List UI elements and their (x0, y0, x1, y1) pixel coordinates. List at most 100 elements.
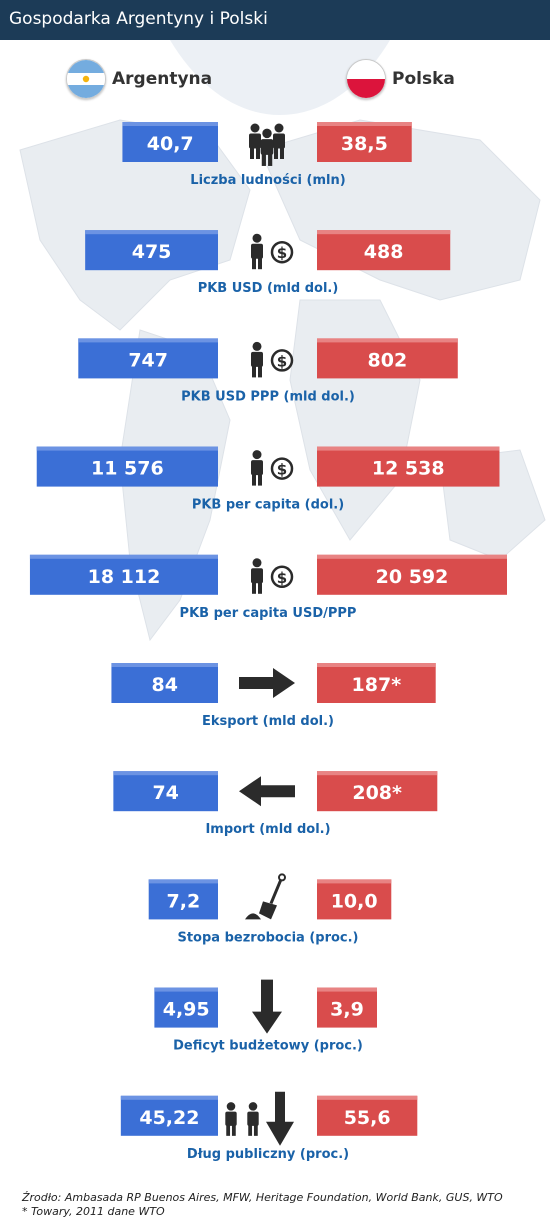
bar-argentina: 40,7 (122, 122, 218, 162)
bar-argentina-rect (148, 879, 218, 920)
chart-row: 40,7 38,5 Liczba ludności (mln) (122, 122, 412, 188)
bar-argentina-rect (29, 554, 219, 595)
bar-poland-highlight (317, 230, 451, 235)
metric-label: PKB USD PPP (mld dol.) (181, 389, 355, 404)
bar-label-argentina: 7,2 (167, 890, 201, 912)
bar-poland-rect (317, 879, 392, 920)
svg-text:$: $ (277, 244, 287, 262)
bar-label-poland: 488 (364, 241, 404, 263)
bar-argentina: 7,2 (148, 879, 218, 920)
chart-row: 4,95 3,9 Deficyt budżetowy (proc.) (154, 979, 377, 1054)
bar-poland-rect (317, 987, 377, 1028)
bar-argentina-highlight (154, 987, 218, 992)
metric-label: PKB USD (mld dol.) (198, 281, 339, 296)
bar-poland-rect (317, 663, 436, 703)
bar-poland: 55,6 (317, 1095, 418, 1136)
bar-argentina: 18 112 (29, 554, 219, 595)
bar-argentina-highlight (85, 230, 218, 235)
metric-label: Dług publiczny (proc.) (187, 1147, 349, 1162)
source-note: Źrodło: Ambasada RP Buenos Aires, MFW, H… (22, 1191, 503, 1204)
bar-argentina-highlight (122, 122, 218, 126)
bar-poland-rect (317, 122, 412, 162)
bar-poland-highlight (317, 338, 458, 343)
bar-label-argentina: 11 576 (91, 458, 164, 480)
bar-argentina-highlight (120, 1095, 218, 1100)
bar-label-poland: 12 538 (372, 458, 445, 480)
svg-text:$: $ (277, 569, 287, 587)
bar-label-poland: 20 592 (376, 566, 449, 588)
chart-row: 7,2 10,0 Stopa bezrobocia (proc.) (148, 873, 392, 945)
bar-poland: 187* (317, 663, 436, 703)
chart-row: 18 112 20 592 $ PKB per capita USD/PPP (29, 554, 507, 621)
arrow-down-icon (252, 979, 282, 1034)
bar-label-argentina: 18 112 (88, 566, 161, 588)
bar-label-poland: 10,0 (331, 890, 378, 912)
country-name-argentina: Argentyna (112, 69, 213, 89)
poland-flag-icon (346, 59, 386, 99)
bar-label-argentina: 45,22 (139, 1107, 199, 1129)
metric-label: Liczba ludności (mln) (190, 173, 345, 188)
bar-poland-rect (317, 230, 451, 271)
bar-poland: 10,0 (317, 879, 392, 920)
bar-poland-highlight (317, 879, 392, 884)
chart-row: 74 208* Import (mld dol.) (113, 771, 438, 837)
metric-label: PKB per capita USD/PPP (180, 606, 357, 621)
bar-poland-highlight (317, 122, 412, 126)
bar-poland-rect (317, 446, 500, 487)
bar-poland-highlight (317, 446, 500, 451)
bar-argentina: 45,22 (120, 1095, 218, 1136)
bar-argentina-highlight (29, 554, 219, 559)
bar-label-poland: 38,5 (341, 133, 388, 155)
bar-argentina-rect (78, 338, 218, 379)
bar-poland-rect (317, 338, 458, 379)
argentina-flag-icon (66, 59, 106, 99)
arrow-right-icon (239, 668, 295, 698)
chart-row: 45,22 55,6 Dług publiczny (proc.) (120, 1091, 418, 1162)
bar-argentina-rect (154, 987, 218, 1028)
people-group-icon (249, 123, 285, 166)
bar-label-poland: 3,9 (330, 999, 364, 1021)
bar-label-argentina: 747 (128, 349, 168, 371)
svg-text:$: $ (277, 352, 287, 370)
bar-label-poland: 802 (368, 349, 408, 371)
footnote: * Towary, 2011 dane WTO (22, 1205, 165, 1218)
bar-poland-highlight (317, 771, 438, 776)
bar-argentina: 4,95 (154, 987, 218, 1028)
bar-argentina-rect (122, 122, 218, 162)
bar-argentina-highlight (113, 771, 218, 776)
people-debt-icon (225, 1091, 294, 1146)
svg-text:$: $ (277, 461, 287, 479)
country-header-argentina: Argentyna (66, 59, 213, 99)
bar-poland-highlight (317, 554, 507, 559)
metric-label: Import (mld dol.) (205, 822, 330, 837)
bar-poland: 3,9 (317, 987, 377, 1028)
country-header-poland: Polska (346, 59, 455, 99)
bar-poland-highlight (317, 1095, 418, 1100)
bar-label-poland: 55,6 (344, 1107, 391, 1129)
chart-row: 84 187* Eksport (mld dol.) (111, 663, 436, 729)
bar-poland-highlight (317, 663, 436, 667)
metric-label: Eksport (mld dol.) (202, 714, 334, 729)
country-name-poland: Polska (392, 69, 455, 89)
bar-poland: 38,5 (317, 122, 412, 162)
bar-poland-rect (317, 554, 507, 595)
footer: Źrodło: Ambasada RP Buenos Aires, MFW, H… (22, 1191, 503, 1219)
bar-argentina-rect (111, 663, 218, 703)
chart-row: 11 576 12 538 $ PKB per capita (dol.) (36, 446, 500, 513)
bar-label-argentina: 74 (152, 782, 178, 804)
bar-poland: 20 592 (317, 554, 507, 595)
person-dollar-icon: $ (251, 233, 294, 270)
bar-argentina: 11 576 (36, 446, 219, 487)
bar-poland: 208* (317, 771, 438, 812)
bar-argentina-rect (120, 1095, 218, 1136)
bar-label-poland: 208* (352, 782, 402, 804)
bar-argentina-highlight (78, 338, 218, 343)
metric-label: Deficyt budżetowy (proc.) (173, 1039, 363, 1054)
person-dollar-icon: $ (251, 558, 294, 594)
bar-argentina-highlight (36, 446, 219, 451)
arrow-left-icon (239, 776, 295, 807)
person-dollar-icon: $ (251, 450, 294, 486)
bar-argentina-rect (36, 446, 219, 487)
